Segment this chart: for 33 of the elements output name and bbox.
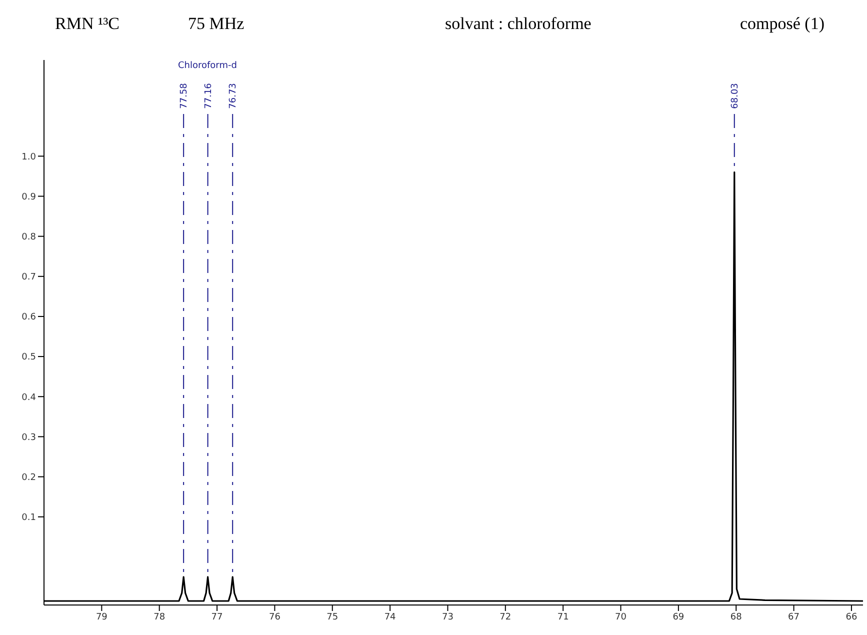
text: solvant : chloroforme <box>445 14 592 34</box>
y-tick-label: 0.4 <box>22 392 36 403</box>
y-tick-label: 0.8 <box>22 232 36 243</box>
chart-subtitle: 75 MHz <box>188 14 244 34</box>
x-tick-label: 69 <box>672 612 684 622</box>
x-tick-label: 67 <box>788 612 800 622</box>
x-tick-label: 66 <box>846 612 858 622</box>
chart-title: RMN ¹³C <box>55 14 120 34</box>
y-tick-label: 0.9 <box>22 192 36 202</box>
x-tick-label: 73 <box>442 612 454 622</box>
text: composé (1) <box>740 14 825 34</box>
annotation: 68.03 <box>730 83 740 109</box>
x-tick-label: 76 <box>268 612 281 622</box>
annotation: 76.73 <box>228 83 239 109</box>
y-tick-label: 0.3 <box>22 432 36 443</box>
annotation: Chloroform-d <box>178 61 237 71</box>
annotation: 77.16 <box>204 82 214 109</box>
x-tick-label: 74 <box>384 612 396 622</box>
x-tick-label: 72 <box>500 612 512 622</box>
y-tick-label: 0.2 <box>22 472 36 483</box>
x-tick-label: 78 <box>154 612 166 622</box>
x-tick-label: 68 <box>730 612 742 622</box>
x-tick-label: 79 <box>96 612 108 622</box>
x-tick-label: 71 <box>557 612 569 622</box>
y-tick-label: 0.6 <box>22 312 36 323</box>
y-tick-label: 0.7 <box>22 272 36 283</box>
annotation: 77.58 <box>180 82 190 109</box>
x-tick-label: 75 <box>326 612 338 622</box>
x-tick-label: 77 <box>211 612 223 622</box>
y-tick-label: 0.1 <box>22 513 36 524</box>
x-tick-label: 70 <box>615 612 627 622</box>
y-tick-label: 0.5 <box>22 352 36 363</box>
y-tick-label: 1.0 <box>22 152 36 162</box>
